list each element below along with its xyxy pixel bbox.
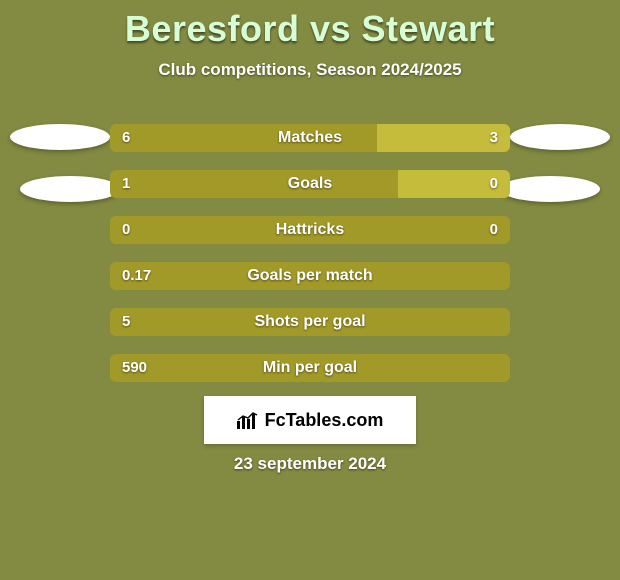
bar-left	[110, 308, 510, 336]
comparison-infographic: Beresford vs Stewart Club competitions, …	[0, 0, 620, 580]
bar-area: 00Hattricks	[110, 216, 510, 244]
bar-area: 5Shots per goal	[110, 308, 510, 336]
logo-text: FcTables.com	[265, 410, 384, 431]
bar-area: 0.17Goals per match	[110, 262, 510, 290]
bar-left	[110, 262, 510, 290]
bar-area: 63Matches	[110, 124, 510, 152]
bar-left	[110, 216, 510, 244]
logo: FcTables.com	[237, 410, 384, 431]
bar-left	[110, 354, 510, 382]
stat-row: 00Hattricks	[0, 210, 620, 256]
page-title: Beresford vs Stewart	[0, 0, 620, 50]
page-subtitle: Club competitions, Season 2024/2025	[0, 60, 620, 80]
stat-row: 590Min per goal	[0, 348, 620, 394]
stat-row: 5Shots per goal	[0, 302, 620, 348]
stat-rows: 63Matches 10Goals 00Hattricks 0.17Goals per…	[0, 118, 620, 394]
chart-icon	[237, 411, 259, 429]
bar-area: 10Goals	[110, 170, 510, 198]
stat-row: 63Matches	[0, 118, 620, 164]
date-label: 23 september 2024	[0, 454, 620, 474]
bar-left	[110, 170, 398, 198]
logo-box: FcTables.com	[204, 396, 416, 444]
bar-area: 590Min per goal	[110, 354, 510, 382]
stat-row: 0.17Goals per match	[0, 256, 620, 302]
bar-right	[398, 170, 510, 198]
bar-right	[377, 124, 510, 152]
stat-row: 10Goals	[0, 164, 620, 210]
bar-left	[110, 124, 377, 152]
